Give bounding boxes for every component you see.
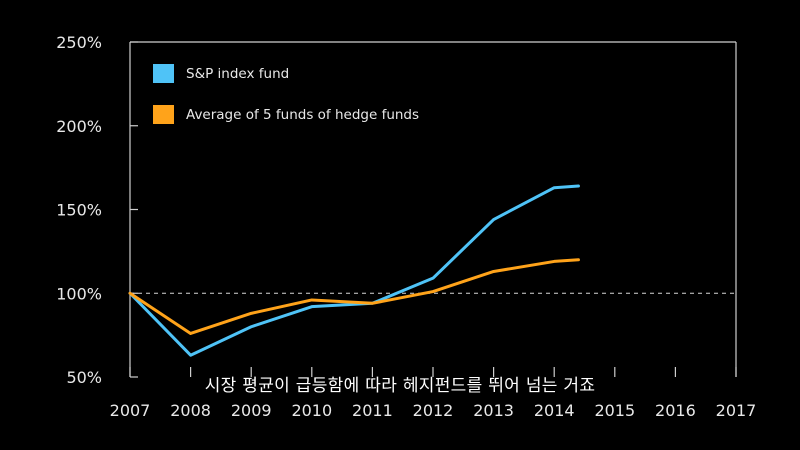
x-tick-label: 2007 <box>110 401 151 420</box>
y-tick-label: 100% <box>56 284 102 303</box>
y-tick-label: 200% <box>56 117 102 136</box>
legend-label-1: Average of 5 funds of hedge funds <box>186 107 419 123</box>
y-tick-label: 150% <box>56 201 102 220</box>
x-tick-label: 2014 <box>534 401 575 420</box>
x-tick-label: 2015 <box>594 401 635 420</box>
x-tick-label: 2016 <box>655 401 696 420</box>
subtitle-caption: 시장 평균이 급등함에 따라 헤지펀드를 뛰어 넘는 거죠 <box>204 376 596 396</box>
x-tick-label: 2010 <box>291 401 332 420</box>
chart-legend: S&P index fund Average of 5 funds of hedg… <box>153 64 419 124</box>
legend-swatch-1 <box>153 105 174 124</box>
x-tick-label: 2012 <box>413 401 454 420</box>
x-axis-ticks: 2007 2008 2009 2010 2011 2012 2013 2014 2015 2016… <box>110 367 757 420</box>
x-tick-label: 2009 <box>231 401 272 420</box>
legend-swatch-0 <box>153 64 174 83</box>
y-tick-label: 250% <box>56 33 102 52</box>
x-tick-label: 2008 <box>170 401 211 420</box>
legend-label-0: S&P index fund <box>186 66 289 82</box>
chart-series <box>128 184 580 357</box>
series-line-1 <box>128 258 580 335</box>
x-tick-label: 2017 <box>716 401 757 420</box>
x-tick-label: 2013 <box>473 401 514 420</box>
y-tick-label: 50% <box>66 368 102 387</box>
y-axis-ticks: 50% 100% 150% 200% 250% <box>56 33 138 387</box>
chart-axes <box>129 41 737 377</box>
x-tick-label: 2011 <box>352 401 393 420</box>
